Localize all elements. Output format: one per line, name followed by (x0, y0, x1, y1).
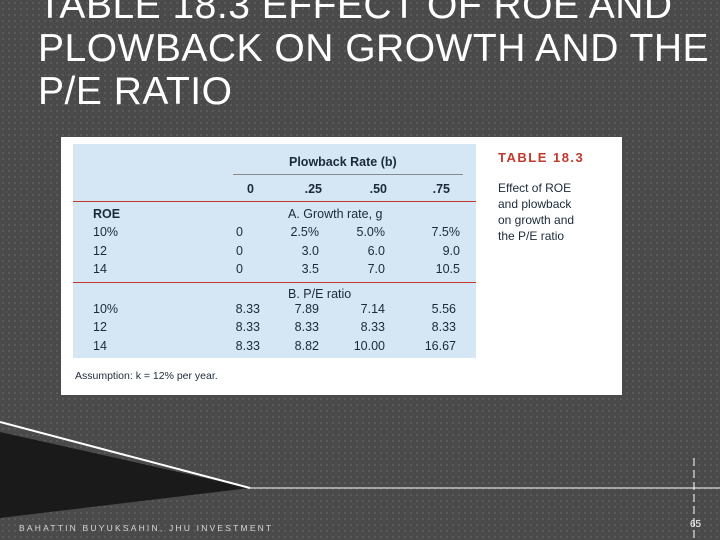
dark-wedge-shape (0, 432, 250, 518)
row-b3-value-2: 10.00 (353, 339, 385, 353)
row-a2-value-2: 6.0 (367, 244, 385, 258)
row-b2-value-3: 8.33 (431, 320, 456, 334)
row-b3-value-3: 16.67 (424, 339, 456, 353)
row-b1-value-1: 7.89 (294, 302, 319, 316)
row-b2-value-0: 8.33 (235, 320, 260, 334)
roe-column-header: ROE (93, 207, 121, 221)
row-a1-value-3: 7.5% (431, 225, 461, 239)
white-diagonal-line (0, 421, 251, 489)
plowback-header: Plowback Rate (b) (289, 155, 397, 169)
row-b3-roe: 14 (93, 339, 107, 353)
row-b1-value-2: 7.14 (360, 302, 385, 316)
row-a2-value-3: 9.0 (442, 244, 460, 258)
row-a1-value-2: 5.0% (356, 225, 386, 239)
row-b1-roe: 10% (93, 302, 119, 316)
header-underline (233, 174, 463, 175)
row-b2-value-2: 8.33 (360, 320, 385, 334)
row-b2-value-1: 8.33 (294, 320, 319, 334)
section-rule (73, 282, 476, 283)
row-b3-value-1: 8.82 (294, 339, 319, 353)
section-a-title: A. Growth rate, g (288, 207, 383, 221)
plowback-value-0: 0 (247, 182, 254, 196)
row-a1-roe: 10% (93, 225, 119, 239)
slide-title-line-1: TABLE 18.3 EFFECT OF ROE AND (38, 0, 673, 27)
page-number: 65 (690, 519, 702, 530)
slide-title-line-2: PLOWBACK ON GROWTH AND THE (38, 27, 710, 70)
header-rule (73, 201, 476, 202)
row-a3-value-1: 3.5 (301, 262, 319, 276)
row-b3-value-0: 8.33 (235, 339, 260, 353)
table-footnote: Assumption: k = 12% per year. (75, 370, 218, 382)
data-table: Plowback Rate (b) 0 .25 .50 .75 ROE A. G… (73, 144, 476, 358)
table-figure-image: Plowback Rate (b) 0 .25 .50 .75 ROE A. G… (61, 137, 622, 395)
row-a2-value-0: 0 (236, 244, 243, 258)
row-a2-value-1: 3.0 (301, 244, 319, 258)
slide-title-line-3: P/E RATIO (38, 70, 233, 113)
slide-title: TABLE 18.3 EFFECT OF ROE AND PLOWBACK ON… (38, 0, 710, 113)
row-a3-value-0: 0 (236, 262, 243, 276)
row-a1-value-1: 2.5% (290, 225, 320, 239)
section-b-title: B. P/E ratio (288, 287, 352, 301)
plowback-value-1: .25 (304, 182, 322, 196)
row-a3-value-3: 10.5 (435, 262, 460, 276)
table-caption-text: Effect of ROE and plowback on growth and… (498, 181, 575, 243)
row-a3-roe: 14 (93, 262, 107, 276)
row-a2-roe: 12 (93, 244, 107, 258)
footer-author-course: BAHATTIN BUYUKSAHIN, JHU INVESTMENT (19, 523, 274, 533)
plowback-value-2: .50 (369, 182, 387, 196)
plowback-value-3: .75 (432, 182, 450, 196)
row-a3-value-2: 7.0 (367, 262, 385, 276)
row-a1-value-0: 0 (236, 225, 243, 239)
row-b1-value-0: 8.33 (235, 302, 260, 316)
table-caption-number: TABLE 18.3 (498, 150, 585, 165)
row-b2-roe: 12 (93, 320, 107, 334)
row-b1-value-3: 5.56 (431, 302, 456, 316)
